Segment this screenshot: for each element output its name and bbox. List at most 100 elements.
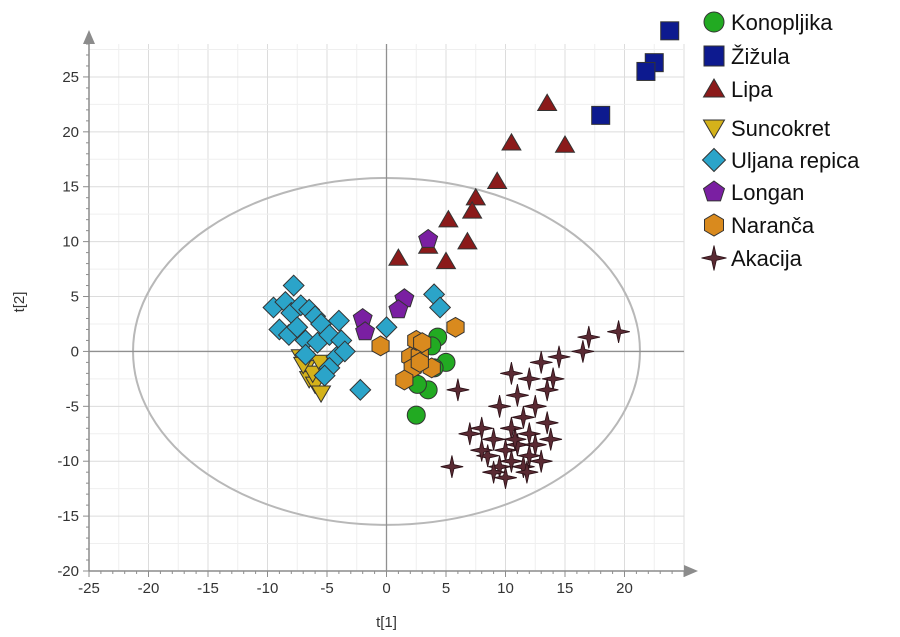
data-point: [547, 345, 571, 369]
data-point: [500, 449, 523, 473]
x-tick-label: 5: [442, 580, 450, 597]
data-point: [515, 460, 539, 484]
data-point: [375, 316, 398, 339]
data-point: [395, 369, 414, 391]
data-point: [406, 405, 426, 425]
x-tick-label: -15: [197, 580, 219, 597]
data-point: [388, 248, 409, 266]
data-point: [503, 427, 527, 451]
data-point: [529, 449, 553, 473]
data-point: [517, 367, 541, 391]
y-tick-label: 0: [71, 343, 79, 360]
data-point: [554, 135, 576, 153]
data-point: [310, 385, 332, 404]
y-tick-label: 10: [62, 234, 79, 251]
data-point: [539, 427, 563, 451]
data-point: [438, 209, 459, 228]
data-point: [327, 309, 350, 332]
data-point: [282, 274, 305, 297]
legend: Konopljika Žižula Lipa Suncokret Uljana repi…: [701, 10, 860, 271]
data-point: [371, 335, 390, 357]
data-point: [506, 433, 529, 457]
data-point: [458, 422, 482, 446]
data-point: [607, 320, 630, 343]
x-tick-label: 10: [497, 580, 514, 597]
data-point: [512, 405, 535, 429]
x-tick-label: -5: [320, 580, 333, 597]
data-point: [428, 296, 452, 319]
legend-entry: Žižula: [703, 44, 790, 69]
y-tick-label: -10: [57, 453, 79, 470]
axes: [83, 30, 698, 577]
x-tick-label: -10: [257, 580, 279, 597]
data-point: [461, 200, 483, 219]
x-tick-label: 0: [382, 580, 390, 597]
data-point: [488, 395, 511, 418]
y-tick-label: -15: [57, 508, 79, 525]
y-axis-arrow: [83, 30, 95, 44]
series-5: [352, 228, 439, 341]
x-tick-label: -20: [138, 580, 160, 597]
series-1: [591, 21, 680, 125]
x-axis-label: t[1]: [376, 614, 397, 631]
data-point: [418, 228, 439, 248]
data-point: [446, 378, 470, 402]
data-point: [523, 395, 547, 418]
y-tick-label: 5: [71, 289, 79, 306]
legend-label: Longan: [731, 180, 804, 205]
data-point: [494, 466, 517, 489]
data-point: [457, 231, 478, 250]
data-point: [571, 340, 595, 363]
legend-entry: Lipa: [702, 77, 773, 102]
x-tick-label: 15: [557, 580, 574, 597]
legend-label: Naranča: [731, 213, 815, 238]
data-point: [294, 343, 317, 366]
data-point: [435, 251, 457, 270]
data-point: [512, 455, 535, 478]
data-point: [486, 171, 508, 189]
legend-entry: Suncokret: [702, 116, 830, 141]
legend-marker: [704, 213, 724, 237]
data-point: [577, 325, 601, 349]
data-point: [529, 351, 553, 374]
legend-marker: [703, 45, 725, 67]
legend-label: Lipa: [731, 77, 773, 102]
data-point: [506, 384, 529, 407]
legend-label: Suncokret: [731, 116, 830, 141]
data-point: [535, 378, 559, 402]
data-point: [660, 21, 680, 41]
x-tick-label: -25: [78, 580, 100, 597]
data-point: [268, 318, 291, 341]
legend-entry: Longan: [702, 180, 804, 205]
y-tick-label: 15: [62, 179, 79, 196]
x-axis-arrow: [684, 565, 698, 577]
data-point: [535, 411, 559, 435]
legend-marker: [702, 78, 726, 98]
legend-label: Konopljika: [731, 10, 833, 35]
legend-entry: Konopljika: [703, 10, 833, 35]
data-point: [517, 444, 541, 468]
legend-marker: [703, 11, 725, 33]
data-point: [636, 61, 656, 81]
tick-labels: -25 -20 -15 -10 -5 0 5 10 15 20-20-15-10-50510152…: [57, 69, 633, 597]
series-7: [440, 320, 630, 489]
legend-marker: [702, 180, 726, 202]
data-point: [536, 93, 558, 111]
x-tick-label: 20: [616, 580, 633, 597]
data-point: [591, 105, 611, 125]
data-point: [465, 187, 487, 206]
data-point: [313, 364, 336, 387]
data-point: [440, 455, 464, 478]
data-point: [355, 321, 376, 341]
legend-label: Akacija: [731, 246, 803, 271]
legend-marker: [702, 119, 726, 139]
data-point: [470, 438, 493, 462]
data-point: [482, 427, 505, 451]
legend-entry: Naranča: [704, 213, 815, 238]
y-tick-label: 25: [62, 69, 79, 86]
data-point: [413, 332, 432, 354]
legend-label: Žižula: [731, 44, 790, 69]
legend-marker: [701, 245, 727, 271]
data-point: [446, 316, 465, 338]
